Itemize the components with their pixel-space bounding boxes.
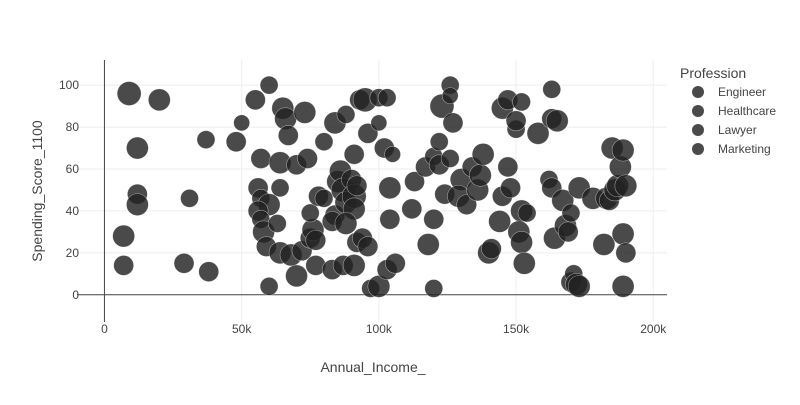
data-point[interactable] [456, 194, 477, 215]
data-point[interactable] [196, 130, 216, 149]
data-point[interactable] [198, 261, 220, 282]
data-point[interactable] [401, 198, 423, 220]
data-point[interactable] [357, 236, 379, 257]
data-point[interactable] [300, 203, 320, 223]
data-point[interactable] [314, 189, 334, 208]
data-point[interactable] [245, 89, 266, 111]
data-point[interactable] [611, 222, 635, 246]
data-point[interactable] [424, 279, 444, 298]
data-point[interactable] [180, 189, 199, 208]
data-point[interactable] [611, 275, 635, 298]
points [112, 75, 638, 298]
x-tick-label: 100k [366, 322, 393, 336]
data-point[interactable] [416, 233, 440, 256]
data-point[interactable] [278, 125, 299, 146]
data-point[interactable] [513, 252, 536, 275]
data-point[interactable] [126, 193, 149, 216]
data-point[interactable] [270, 178, 290, 198]
legend-marker[interactable] [692, 105, 704, 117]
legend-marker[interactable] [692, 124, 704, 136]
data-point[interactable] [336, 105, 356, 124]
data-point[interactable] [342, 254, 366, 277]
data-point[interactable] [259, 277, 279, 296]
data-point[interactable] [469, 163, 492, 187]
data-point[interactable] [113, 255, 134, 276]
data-point[interactable] [305, 229, 327, 251]
data-point[interactable] [297, 148, 318, 169]
data-point[interactable] [442, 112, 464, 134]
y-tick-label: 100 [59, 78, 79, 92]
data-point[interactable] [592, 233, 616, 256]
legend-items: Engineer Healthcare Lawyer Marketing [692, 85, 776, 156]
data-point[interactable] [505, 110, 527, 132]
data-point[interactable] [259, 75, 279, 95]
data-point[interactable] [423, 208, 445, 230]
data-point[interactable] [561, 203, 581, 223]
data-point[interactable] [334, 212, 358, 235]
data-point[interactable] [379, 208, 401, 230]
data-point[interactable] [173, 253, 195, 274]
data-point[interactable] [268, 214, 287, 233]
data-point[interactable] [557, 221, 579, 243]
y-tick-label: 40 [66, 204, 80, 218]
grid [77, 60, 667, 322]
legend-label[interactable]: Marketing [718, 142, 771, 156]
data-point[interactable] [285, 264, 308, 288]
y-axis-title: Spending_Score_1100 [29, 120, 45, 262]
legend: Profession Engineer Healthcare Lawyer Marke… [680, 65, 776, 156]
data-point[interactable] [384, 146, 401, 163]
data-point[interactable] [526, 122, 550, 145]
data-point[interactable] [370, 114, 388, 132]
data-point[interactable] [481, 238, 502, 259]
data-point[interactable] [510, 231, 533, 254]
data-point[interactable] [378, 176, 402, 200]
x-axis-title: Annual_Income_ [320, 359, 425, 375]
data-point[interactable] [615, 242, 637, 264]
data-point[interactable] [500, 177, 521, 199]
data-point[interactable] [116, 81, 142, 106]
data-point[interactable] [441, 87, 459, 104]
legend-marker[interactable] [692, 143, 704, 155]
data-point[interactable] [517, 203, 537, 223]
data-point[interactable] [233, 114, 250, 132]
data-point[interactable] [293, 101, 317, 124]
data-point[interactable] [314, 132, 334, 152]
y-tick-label: 60 [66, 162, 80, 176]
data-point[interactable] [377, 88, 397, 108]
data-point[interactable] [471, 143, 495, 166]
data-point[interactable] [225, 131, 247, 153]
data-point[interactable] [545, 109, 569, 133]
data-point[interactable] [512, 92, 531, 112]
data-point[interactable] [488, 210, 511, 233]
data-point[interactable] [542, 80, 562, 99]
data-point[interactable] [429, 132, 449, 152]
data-point[interactable] [567, 275, 591, 298]
data-point[interactable] [250, 148, 272, 169]
legend-label[interactable]: Engineer [718, 85, 766, 99]
data-point[interactable] [112, 224, 135, 248]
legend-title: Profession [680, 65, 746, 81]
legend-label[interactable]: Lawyer [718, 123, 757, 137]
data-point[interactable] [346, 175, 368, 197]
y-tick-label: 20 [66, 246, 80, 260]
y-tick-label: 0 [72, 288, 79, 302]
x-tick-label: 0 [101, 322, 108, 336]
data-point[interactable] [497, 156, 519, 178]
x-tick-label: 150k [503, 322, 530, 336]
data-point[interactable] [343, 144, 365, 165]
x-tick-label: 200k [640, 322, 667, 336]
data-point[interactable] [148, 88, 171, 112]
data-point[interactable] [611, 138, 635, 162]
data-point[interactable] [614, 174, 638, 198]
legend-label[interactable]: Healthcare [718, 104, 776, 118]
data-point[interactable] [385, 253, 406, 274]
data-point[interactable] [126, 136, 149, 160]
legend-marker[interactable] [692, 86, 704, 98]
y-tick-label: 80 [66, 120, 80, 134]
x-tick-label: 50k [232, 322, 252, 336]
data-point[interactable] [404, 171, 425, 192]
data-point[interactable] [440, 149, 460, 168]
